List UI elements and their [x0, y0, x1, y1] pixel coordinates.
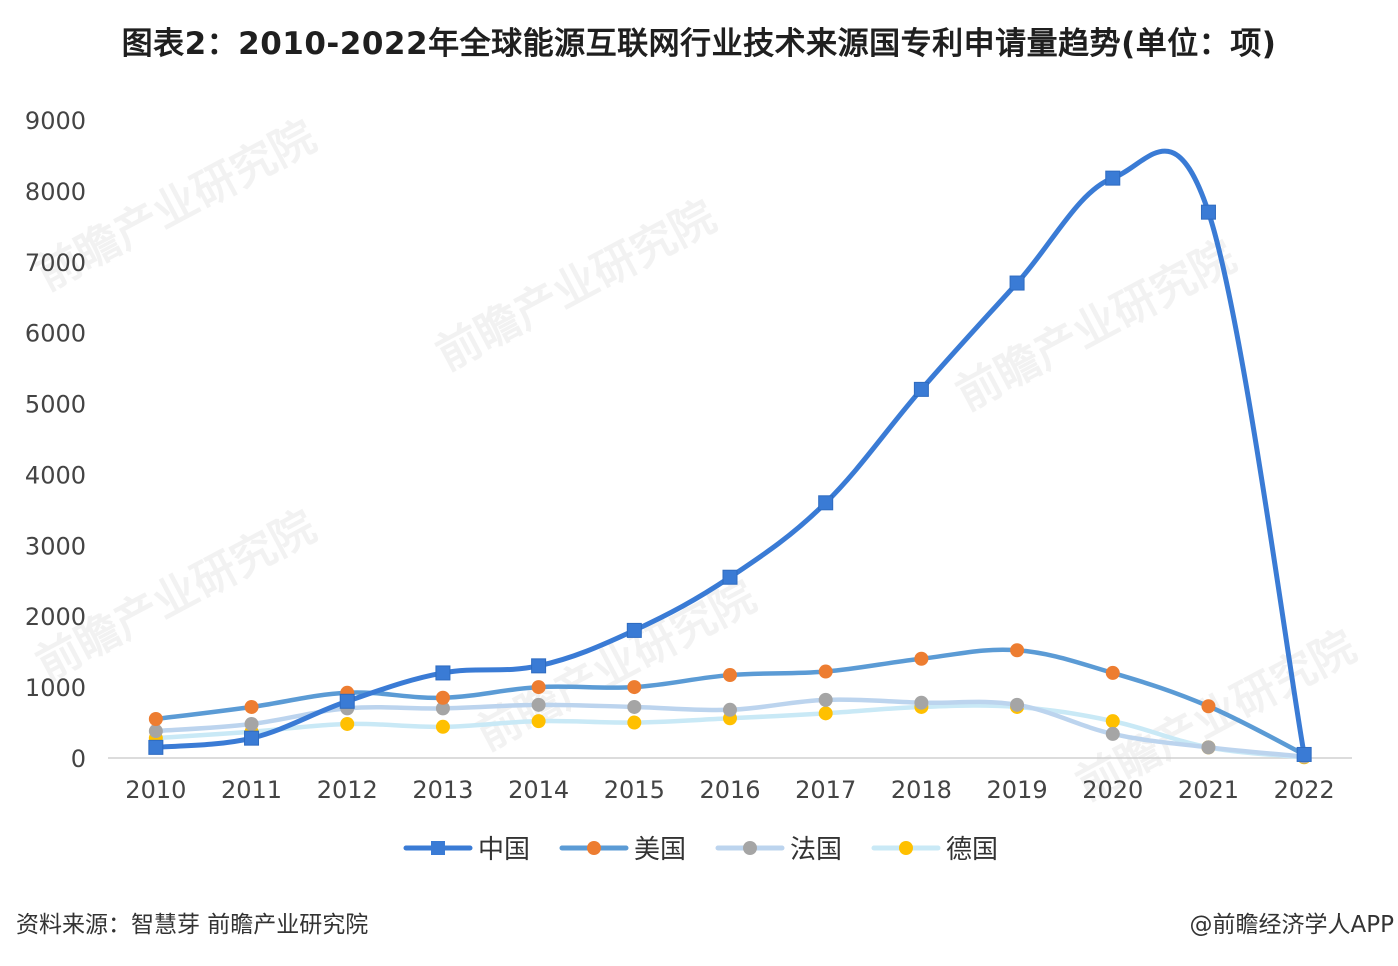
- data-point-usa: [1105, 665, 1120, 680]
- data-point-usa: [435, 690, 450, 705]
- x-tick-label: 2010: [125, 776, 186, 804]
- legend-label-germany: 德国: [946, 835, 998, 865]
- data-point-usa: [627, 680, 642, 695]
- x-tick-label: 2014: [508, 776, 569, 804]
- data-point-usa: [1201, 699, 1216, 714]
- data-point-china: [435, 665, 451, 681]
- y-tick-label: 4000: [25, 461, 86, 489]
- x-tick-label: 2017: [795, 776, 856, 804]
- data-point-usa: [818, 664, 833, 679]
- x-tick-label: 2012: [317, 776, 378, 804]
- data-point-germany: [340, 716, 355, 731]
- y-tick-label: 2000: [25, 603, 86, 631]
- credit-note: @前瞻经济学人APP: [1189, 912, 1394, 938]
- data-point-france: [723, 702, 737, 717]
- line-chart: 0 1000 2000 3000 4000 5000 6000 7000 8000 9000 201…: [25, 107, 1352, 865]
- data-point-china: [722, 569, 738, 585]
- legend-marker-france: [743, 841, 757, 855]
- data-point-china: [913, 381, 929, 397]
- data-point-usa: [914, 651, 929, 666]
- y-tick-label: 0: [71, 745, 86, 773]
- data-point-china: [1296, 746, 1312, 762]
- data-point-france: [627, 699, 642, 714]
- data-point-france: [818, 692, 833, 707]
- data-point-usa: [1010, 643, 1025, 658]
- legend-marker-usa: [587, 841, 601, 855]
- data-point-france: [1201, 740, 1216, 755]
- y-tick-label: 7000: [25, 249, 86, 277]
- y-tick-label: 5000: [25, 391, 86, 419]
- source-note: 资料来源：智慧芽 前瞻产业研究院: [16, 912, 369, 938]
- data-point-china: [531, 658, 547, 674]
- series-line-china: [153, 148, 1307, 757]
- y-tick-label: 9000: [25, 107, 86, 135]
- data-point-france: [531, 697, 546, 712]
- data-point-china: [339, 693, 355, 709]
- data-point-china: [148, 739, 164, 755]
- x-tick-label: 2021: [1178, 776, 1239, 804]
- legend-label-usa: 美国: [634, 835, 686, 865]
- data-point-france: [244, 716, 259, 731]
- data-point-germany: [627, 715, 642, 730]
- x-tick-label: 2018: [891, 776, 952, 804]
- legend-marker-germany: [899, 841, 913, 855]
- data-point-france: [914, 695, 929, 710]
- data-point-usa: [244, 699, 259, 714]
- data-point-france: [435, 701, 450, 716]
- data-point-usa: [723, 668, 737, 683]
- data-point-france: [1105, 726, 1120, 741]
- data-point-china: [1105, 170, 1121, 186]
- chart-title: 图表2：2010-2022年全球能源互联网行业技术来源国专利申请量趋势(单位：项…: [121, 26, 1277, 62]
- x-tick-label: 2022: [1274, 776, 1335, 804]
- data-point-china: [244, 730, 260, 746]
- data-point-china: [1009, 275, 1025, 291]
- y-tick-label: 8000: [25, 178, 86, 206]
- legend-label-france: 法国: [790, 835, 842, 865]
- data-point-germany: [435, 719, 450, 734]
- data-point-usa: [148, 712, 163, 727]
- x-tick-label: 2011: [221, 776, 282, 804]
- data-point-france: [1010, 697, 1025, 712]
- x-tick-label: 2015: [604, 776, 665, 804]
- x-tick-label: 2020: [1082, 776, 1143, 804]
- y-tick-label: 6000: [25, 320, 86, 348]
- y-tick-label: 3000: [25, 532, 86, 560]
- data-point-usa: [531, 680, 546, 695]
- legend-label-china: 中国: [478, 835, 530, 865]
- x-tick-label: 2016: [699, 776, 760, 804]
- x-tick-label: 2013: [412, 776, 473, 804]
- y-tick-label: 1000: [25, 674, 86, 702]
- legend-marker-china: [431, 841, 445, 855]
- data-point-france: [148, 724, 163, 739]
- data-point-germany: [818, 706, 833, 721]
- data-point-germany: [531, 714, 546, 729]
- x-tick-label: 2019: [987, 776, 1048, 804]
- data-point-germany: [1105, 714, 1120, 729]
- data-point-china: [818, 495, 834, 511]
- data-point-china: [1200, 204, 1216, 220]
- data-point-china: [626, 622, 642, 638]
